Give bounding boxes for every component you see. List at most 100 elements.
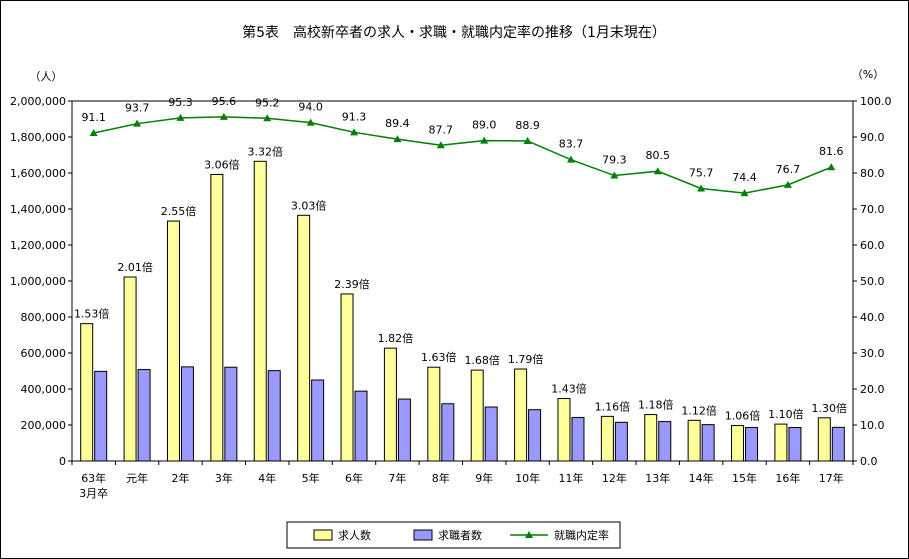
rate-label: 87.7 (429, 123, 454, 136)
ratio-label: 1.30倍 (812, 401, 848, 415)
ratio-label: 1.43倍 (551, 382, 587, 396)
legend: 求人数 求職者数 就職内定率 (286, 521, 621, 549)
ratio-label: 3.32倍 (248, 144, 284, 158)
rate-marker (783, 180, 792, 188)
rate-label: 95.6 (212, 95, 237, 108)
bar-job-seekers (571, 416, 585, 462)
bar-job-seekers (788, 427, 802, 462)
x-tick-label: 10年 (515, 471, 540, 485)
bar-job-openings (383, 347, 397, 462)
y-left-tick-label: 600,000 (21, 347, 67, 360)
bar-job-seekers (614, 421, 628, 462)
rate-marker (653, 167, 662, 175)
rate-label: 91.3 (342, 110, 367, 123)
rate-label: 81.6 (819, 145, 844, 158)
ratio-label: 1.82倍 (378, 331, 414, 345)
y-right-tick-label: 50.0 (860, 275, 885, 288)
bar-job-seekers (267, 370, 281, 462)
y-left-tick-label: 400,000 (21, 383, 67, 396)
rate-label: 89.0 (472, 119, 497, 132)
bar-job-seekers (224, 366, 238, 462)
x-tick-label: 17年 (819, 471, 844, 485)
x-tick-label: 3月卒 (79, 486, 108, 500)
ratio-label: 1.16倍 (595, 399, 631, 413)
rate-marker (263, 114, 272, 122)
ratio-label: 2.39倍 (334, 277, 370, 291)
ratio-label: 1.10倍 (768, 407, 804, 421)
axes-group: 0 200,000 400,000 600,000 800,000 1,000,000 1,… (10, 95, 891, 500)
y-right-tick-label: 80.0 (860, 167, 885, 180)
y-left-tick-label: 2,000,000 (10, 95, 66, 108)
x-tick-label: 元年 (126, 471, 148, 485)
bar-job-seekers (701, 424, 715, 462)
bar-job-openings (427, 366, 441, 462)
bar-job-seekers (94, 370, 108, 462)
x-tick-label: 14年 (689, 471, 714, 485)
y-right-tick-label: 90.0 (860, 131, 885, 144)
rate-marker (219, 112, 228, 120)
x-tick-label: 15年 (732, 471, 757, 485)
rate-label: 79.3 (602, 154, 627, 167)
y-left-tick-label: 1,400,000 (10, 203, 66, 216)
x-tick-label: 16年 (775, 471, 800, 485)
rate-marker (350, 128, 359, 136)
bar-job-openings (80, 323, 94, 462)
rate-label: 80.5 (646, 149, 671, 162)
x-tick-label: 12年 (602, 471, 627, 485)
x-tick-label: 3年 (215, 471, 233, 485)
ratio-label: 1.12倍 (681, 403, 717, 417)
bar-job-seekers (441, 403, 455, 462)
bar-job-seekers (311, 379, 325, 462)
ratio-label: 3.03倍 (291, 198, 327, 212)
legend-swatch-openings (313, 529, 333, 541)
ratio-label: 3.06倍 (204, 157, 240, 171)
y-right-tick-label: 100.0 (860, 95, 892, 108)
ratio-label: 1.63倍 (421, 350, 457, 364)
ratio-label: 2.55倍 (161, 204, 197, 218)
rate-marker (133, 119, 142, 127)
legend-box (286, 521, 621, 549)
ratio-label: 1.53倍 (74, 307, 110, 321)
chart-title: 第5表 高校新卒者の求人・求職・就職内定率の推移（1月末現在） (242, 24, 666, 41)
x-tick-label: 7年 (388, 471, 406, 485)
bar-job-openings (210, 173, 224, 462)
bar-job-openings (644, 414, 658, 462)
rate-label: 89.4 (385, 117, 410, 130)
bar-job-openings (731, 425, 745, 462)
bar-job-seekers (658, 421, 672, 462)
bar-job-seekers (528, 409, 542, 462)
rate-marker (566, 155, 575, 163)
rate-label: 91.1 (81, 111, 106, 124)
bar-job-seekers (180, 366, 194, 462)
y-left-tick-label: 1,000,000 (10, 275, 66, 288)
rate-label: 88.9 (515, 119, 540, 132)
bar-job-openings (166, 220, 180, 462)
bar-job-seekers (831, 426, 845, 462)
data-labels-group: 1.53倍 2.01倍 2.55倍 3.06倍 3.32倍 3.03倍 2.39倍 1.82倍… (74, 95, 847, 423)
bar-job-seekers (397, 398, 411, 462)
ratio-label: 1.68倍 (464, 353, 500, 367)
y-right-unit: （%） (852, 68, 884, 81)
y-right-tick-label: 40.0 (860, 311, 885, 324)
bar-job-openings (817, 417, 831, 462)
y-left-tick-label: 1,800,000 (10, 131, 66, 144)
legend-label-openings: 求人数 (338, 529, 371, 542)
rate-marker (480, 136, 489, 144)
rate-label: 94.0 (298, 101, 323, 114)
y-right-tick-label: 60.0 (860, 239, 885, 252)
bar-job-openings (514, 368, 528, 462)
rate-marker (740, 189, 749, 197)
rate-marker (697, 184, 706, 192)
bar-job-openings (774, 423, 788, 462)
y-left-tick-label: 800,000 (21, 311, 67, 324)
x-tick-label: 63年 (81, 471, 106, 485)
rate-marker (306, 118, 315, 126)
ratio-label: 1.18倍 (638, 398, 674, 412)
rate-label: 76.7 (776, 163, 801, 176)
bar-job-openings (297, 214, 311, 462)
bar-job-openings (253, 160, 267, 462)
rate-label: 93.7 (125, 102, 150, 115)
legend-swatch-seekers (413, 529, 433, 541)
bar-job-openings (600, 415, 614, 462)
rate-marker (523, 136, 532, 144)
